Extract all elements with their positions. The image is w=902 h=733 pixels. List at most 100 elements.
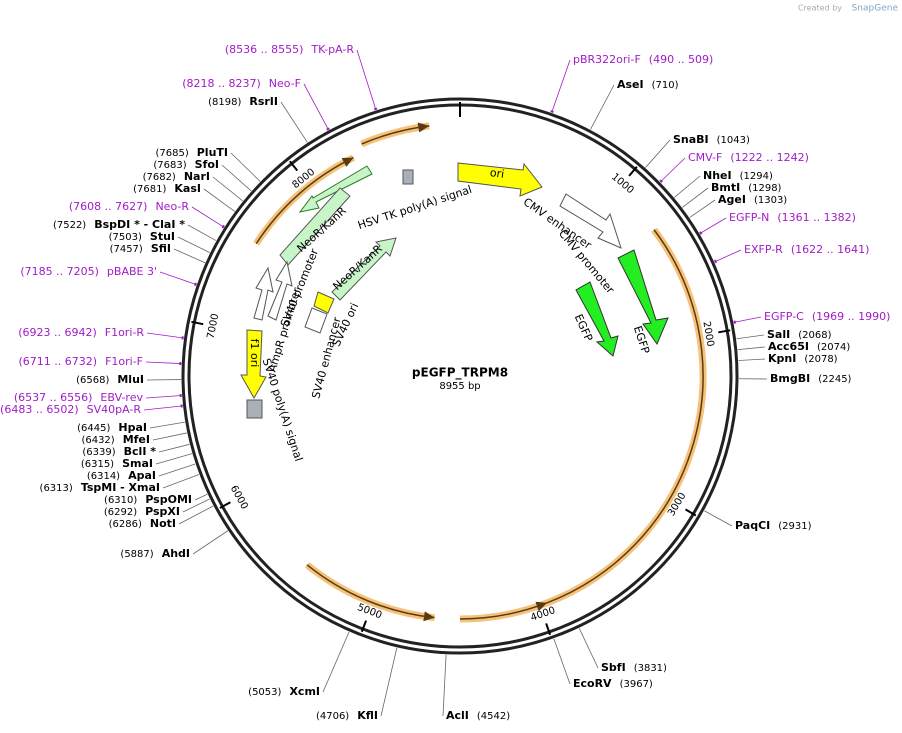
plasmid-length: 8955 bp bbox=[439, 381, 480, 392]
feature-ampr-promoter bbox=[253, 266, 274, 321]
site-connector bbox=[178, 505, 214, 525]
site-name: PluTI bbox=[197, 146, 228, 159]
site-connector bbox=[280, 101, 308, 143]
ruler-label: 2000 bbox=[700, 321, 715, 348]
ruler-label: 1000 bbox=[609, 171, 636, 196]
primer-range: (1361 .. 1382) bbox=[777, 211, 856, 224]
feature-cmv bbox=[559, 193, 622, 249]
site-position: (3967) bbox=[620, 679, 653, 690]
site-connector bbox=[158, 443, 190, 453]
ruler-tick bbox=[628, 166, 638, 177]
arc-core bbox=[546, 229, 704, 604]
ruler-label: 7000 bbox=[206, 313, 222, 340]
arc-core bbox=[306, 564, 435, 619]
primer-site bbox=[659, 179, 663, 183]
feature-label: NeoR/KanR bbox=[330, 242, 385, 293]
watermark-prefix: Created by bbox=[798, 4, 842, 13]
primer-name: SV40pA-R bbox=[87, 403, 142, 416]
site-position: (6292) bbox=[104, 507, 137, 518]
ruler-label: 6000 bbox=[228, 484, 250, 512]
site-name: EcoRV bbox=[573, 677, 612, 690]
primer-name: Neo-F bbox=[269, 77, 301, 90]
ruler-tick bbox=[718, 329, 731, 334]
site-name: TspMI - XmaI bbox=[81, 481, 160, 494]
site-connector bbox=[182, 498, 210, 513]
site-position: (2245) bbox=[818, 374, 851, 385]
site-connector bbox=[442, 654, 447, 717]
arc-arrowhead bbox=[423, 611, 435, 622]
site-connector bbox=[736, 334, 765, 340]
site-position: (3831) bbox=[634, 663, 667, 674]
site-name: MluI bbox=[117, 373, 144, 386]
site-connector bbox=[590, 84, 615, 130]
site-position: (7682) bbox=[143, 172, 176, 183]
arc-core bbox=[255, 156, 354, 245]
feature-egfp bbox=[617, 249, 669, 346]
primer-connector bbox=[733, 316, 762, 323]
site-name: PaqCI bbox=[735, 519, 770, 532]
primer-connector bbox=[146, 332, 184, 339]
feature-label: f1 ori bbox=[248, 339, 261, 368]
primer-name: Neo-R bbox=[155, 200, 189, 213]
primer-name: EXFP-R bbox=[744, 243, 783, 256]
primer-site bbox=[194, 282, 197, 287]
site-connector bbox=[674, 175, 701, 198]
site-name: RsrII bbox=[249, 95, 278, 108]
site-name: NotI bbox=[150, 517, 176, 530]
site-name: AgeI bbox=[718, 193, 746, 206]
primer-name: EBV-rev bbox=[100, 391, 143, 404]
site-name: AhdI bbox=[162, 547, 190, 560]
site-position: (4706) bbox=[316, 711, 349, 722]
primer-connector bbox=[714, 249, 742, 263]
site-position: (2931) bbox=[778, 521, 811, 532]
site-connector bbox=[162, 474, 200, 489]
site-position: (6568) bbox=[76, 375, 109, 386]
site-position: (2078) bbox=[804, 354, 837, 365]
site-name: XcmI bbox=[289, 685, 320, 698]
primer-range: (1622 .. 1641) bbox=[791, 243, 870, 256]
site-name: StuI bbox=[150, 230, 175, 243]
arc-arrowhead bbox=[341, 157, 354, 167]
site-position: (7685) bbox=[155, 148, 188, 159]
primer-connector bbox=[660, 157, 686, 183]
site-name: SfiI bbox=[151, 242, 171, 255]
primer-connector bbox=[191, 206, 225, 228]
primer-connector bbox=[356, 49, 377, 111]
site-position: (4542) bbox=[477, 711, 510, 722]
site-connector bbox=[578, 628, 599, 669]
site-connector bbox=[212, 176, 243, 202]
site-name: AseI bbox=[617, 78, 644, 91]
site-connector bbox=[645, 139, 671, 168]
feature-sv40-enhancer bbox=[304, 307, 328, 334]
ruler-tick bbox=[219, 501, 231, 509]
primer-site bbox=[373, 107, 378, 111]
site-name: SbfI bbox=[601, 661, 626, 674]
site-position: (8198) bbox=[208, 97, 241, 108]
site-position: (6310) bbox=[104, 495, 137, 506]
site-name: BmgBI bbox=[770, 372, 810, 385]
site-name: BmtI bbox=[711, 181, 740, 194]
site-position: (1298) bbox=[748, 183, 781, 194]
watermark-brand: SnapGene bbox=[852, 4, 899, 14]
site-name: SnaBI bbox=[673, 133, 709, 146]
primer-connector bbox=[551, 59, 571, 113]
site-connector bbox=[149, 421, 185, 429]
primer-range: (7185 .. 7205) bbox=[20, 265, 99, 278]
site-position: (2074) bbox=[817, 342, 850, 353]
feature-sv40-promoter bbox=[267, 260, 293, 321]
site-name: SmaI bbox=[122, 457, 153, 470]
primer-range: (6537 .. 6556) bbox=[14, 391, 93, 404]
site-connector bbox=[738, 358, 766, 361]
primer-site bbox=[713, 259, 718, 264]
primer-name: EGFP-C bbox=[764, 310, 804, 323]
arc-arrowhead bbox=[417, 122, 430, 133]
site-connector bbox=[192, 530, 229, 555]
ruler-tick bbox=[360, 620, 368, 633]
site-connector bbox=[203, 188, 235, 212]
feature-neor bbox=[298, 165, 373, 213]
site-connector bbox=[194, 493, 208, 501]
plasmid-name: pEGFP_TRPM8 bbox=[412, 366, 508, 381]
site-connector bbox=[221, 164, 252, 192]
primer-site bbox=[326, 127, 330, 131]
